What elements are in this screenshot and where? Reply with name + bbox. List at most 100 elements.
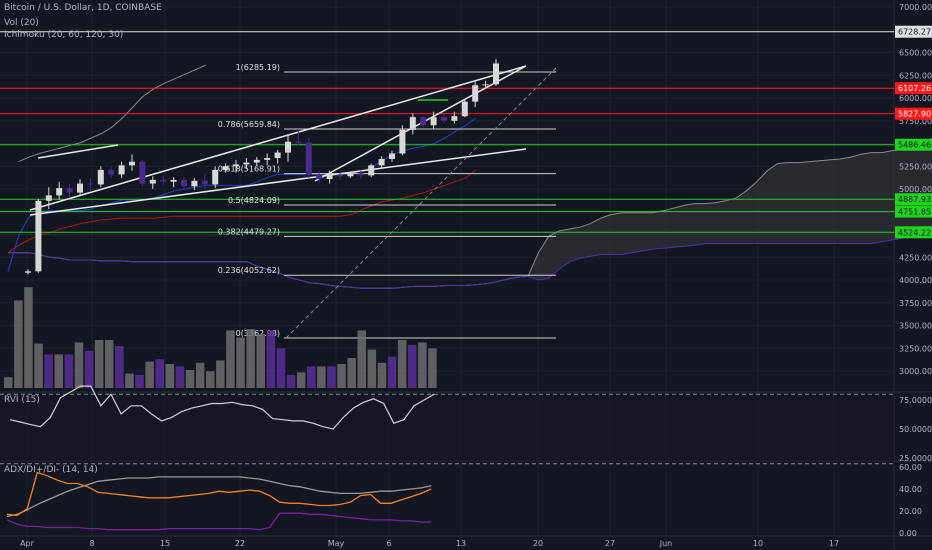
volume-bar-21 (216, 360, 225, 388)
level-badge-3 (895, 138, 932, 151)
adx-series-1 (6, 471, 432, 517)
rvi-band (0, 394, 894, 464)
candle-body-35 (389, 153, 395, 159)
volume-bar-37 (377, 362, 387, 388)
level-badge-text-1: 6107.26 (898, 84, 931, 93)
candle-body-33 (368, 165, 375, 176)
level-badge-6 (895, 226, 932, 239)
candle-body-21 (243, 162, 250, 165)
volume-bar-33 (337, 364, 346, 388)
time-tick-2: 15 (160, 539, 170, 548)
candle-body-2 (45, 195, 52, 201)
volume-bar-14 (145, 361, 154, 388)
volume-bar-6 (64, 354, 74, 388)
volume-bar-35 (357, 330, 366, 388)
volume-bar-18 (185, 370, 195, 388)
volume-bar-8 (84, 350, 94, 388)
volume-bar-22 (226, 330, 235, 388)
level-badge-text-4: 4887.93 (898, 195, 931, 204)
price-tick-8: 5000.00 (899, 185, 932, 194)
price-tick-7: 5250.00 (899, 162, 932, 171)
candle-body-16 (191, 180, 198, 187)
time-tick-10: 10 (753, 539, 763, 548)
volume-bar-29 (296, 372, 306, 388)
candle-body-44 (482, 84, 489, 86)
vol-indicator-label: Vol (20) (4, 18, 39, 28)
rvi-line (9, 385, 435, 430)
price-tick-0: 7000.00 (899, 3, 932, 12)
time-tick-1: 8 (89, 539, 94, 548)
level-badge-text-5: 4751.85 (898, 208, 931, 217)
candle-body-41 (451, 116, 458, 121)
candle-body-30 (337, 174, 343, 177)
candle-body-42 (461, 101, 468, 117)
volume-bar-10 (105, 340, 114, 388)
volume-bar-25 (256, 334, 265, 388)
volume-bar-3 (34, 343, 43, 388)
price-tick-5: 5750.00 (899, 117, 932, 126)
candle-body-28 (316, 174, 323, 179)
time-tick-9: Jun (659, 539, 673, 548)
price-tick-3: 6250.00 (899, 71, 932, 80)
candle-body-9 (118, 165, 125, 175)
level-badge-5 (895, 205, 932, 218)
rvi-tick-1: 50.0000 (899, 425, 932, 434)
price-tick-13: 3750.00 (899, 299, 932, 308)
time-tick-8: 27 (605, 539, 615, 548)
volume-bar-39 (397, 340, 407, 388)
time-tick-11: 17 (829, 539, 839, 548)
candle-body-20 (233, 164, 239, 167)
volume-bar-36 (367, 349, 377, 388)
candle-body-22 (253, 159, 260, 163)
adx-series-2 (6, 512, 432, 531)
candle-body-31 (347, 173, 354, 177)
trend-line-4 (285, 67, 557, 339)
fib-label-3: 0.5(4824.09) (228, 196, 280, 205)
candle-body-40 (441, 117, 447, 121)
volume-bar-15 (155, 359, 164, 388)
time-tick-6: 13 (456, 539, 466, 548)
volume-bar-40 (408, 344, 417, 388)
price-tick-11: 4250.00 (899, 253, 932, 262)
candle-body-25 (285, 141, 291, 153)
candle-body-5 (77, 183, 83, 193)
volume-bar-41 (418, 342, 427, 388)
candle-body-12 (149, 179, 156, 184)
candle-body-8 (108, 169, 115, 175)
candle-body-37 (409, 117, 416, 130)
adx-tick-2: 20.00 (899, 507, 922, 516)
candle-body-29 (326, 174, 333, 179)
level-badge-2 (895, 107, 932, 120)
volume-bar-28 (286, 374, 296, 388)
volume-bar-17 (175, 366, 185, 388)
candle-body-38 (420, 117, 427, 126)
candle-body-11 (139, 161, 146, 184)
volume-bar-26 (266, 330, 276, 388)
adx-tick-1: 40.00 (899, 485, 922, 494)
time-tick-5: 6 (386, 539, 391, 548)
trend-line-1 (37, 144, 119, 159)
ichimoku-cloud (8, 138, 932, 289)
volume-bar-4 (44, 354, 53, 388)
time-tick-4: May (328, 539, 345, 548)
price-tick-14: 3500.00 (899, 322, 932, 331)
candle-body-27 (305, 142, 312, 175)
candle-body-32 (357, 173, 364, 176)
trend-line-0 (29, 65, 527, 211)
volume-bar-13 (135, 374, 144, 388)
volume-bar-11 (115, 346, 124, 388)
fib-label-1: 0.786(5659.84) (218, 120, 280, 129)
volume-bar-1 (14, 300, 23, 388)
candle-body-4 (66, 188, 73, 193)
fib-label-4: 0.382(4479.27) (218, 227, 280, 236)
candle-body-36 (399, 129, 406, 154)
price-tick-2: 6500.00 (899, 49, 932, 58)
volume-bar-0 (4, 377, 13, 388)
candle-body-6 (87, 183, 94, 185)
price-tick-16: 3000.00 (899, 367, 932, 376)
adx-tick-3: 0.00 (899, 529, 917, 538)
fib-label-0: 1(6285.19) (236, 63, 280, 72)
volume-bar-30 (307, 366, 316, 388)
volume-bar-20 (206, 371, 215, 388)
